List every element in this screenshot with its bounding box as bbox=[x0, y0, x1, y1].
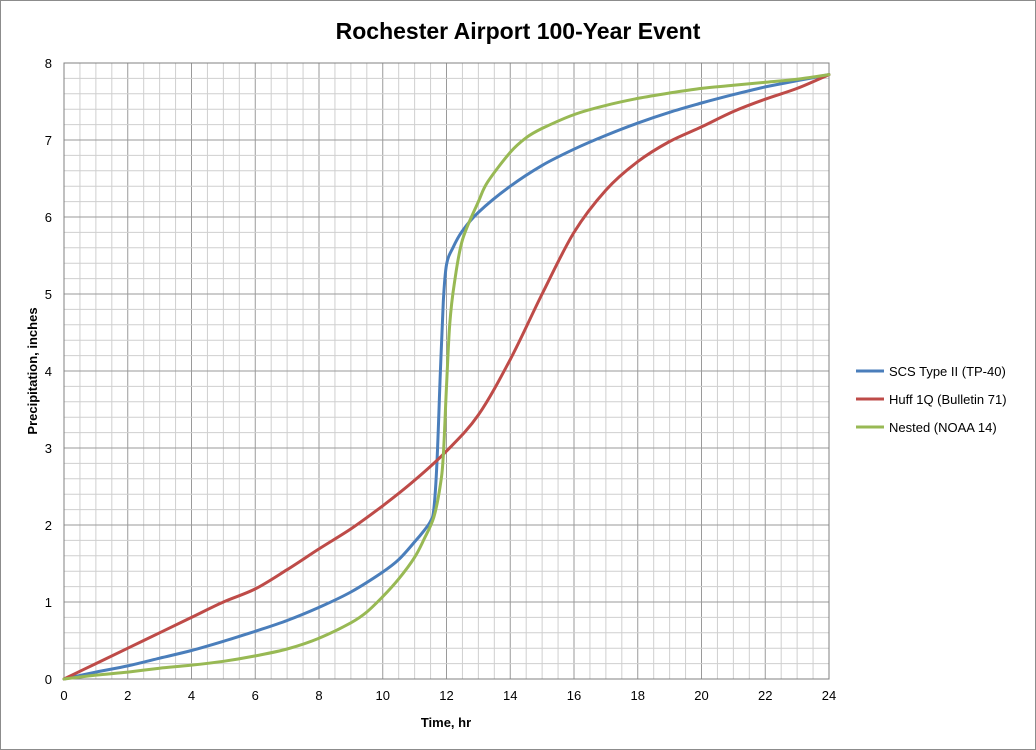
chart-title: Rochester Airport 100-Year Event bbox=[336, 18, 701, 44]
y-tick-label: 0 bbox=[45, 672, 52, 687]
series-line-scs-type-ii bbox=[62, 73, 831, 681]
x-tick-label: 16 bbox=[567, 688, 581, 703]
y-tick-label: 3 bbox=[45, 441, 52, 456]
x-tick-label: 8 bbox=[315, 688, 322, 703]
x-tick-label: 6 bbox=[252, 688, 259, 703]
series-line-nested-noaa14 bbox=[62, 73, 831, 681]
x-tick-label: 10 bbox=[376, 688, 390, 703]
x-tick-label: 2 bbox=[124, 688, 131, 703]
series-line-huff-1q bbox=[62, 73, 831, 681]
x-tick-label: 24 bbox=[822, 688, 836, 703]
x-tick-label: 0 bbox=[60, 688, 67, 703]
y-tick-label: 8 bbox=[45, 56, 52, 71]
legend-label-scs: SCS Type II (TP-40) bbox=[889, 364, 1006, 379]
x-tick-label: 14 bbox=[503, 688, 517, 703]
x-tick-label: 12 bbox=[439, 688, 453, 703]
y-tick-label: 1 bbox=[45, 595, 52, 610]
y-axis-label: Precipitation, inches bbox=[25, 307, 40, 434]
legend-label-huff: Huff 1Q (Bulletin 71) bbox=[889, 392, 1007, 407]
x-tick-label: 20 bbox=[694, 688, 708, 703]
y-tick-label: 6 bbox=[45, 210, 52, 225]
x-axis-label: Time, hr bbox=[421, 715, 471, 730]
y-tick-label: 4 bbox=[45, 364, 52, 379]
plot-area-border bbox=[63, 62, 830, 680]
y-tick-label: 2 bbox=[45, 518, 52, 533]
grid bbox=[64, 63, 829, 679]
legend-label-nested: Nested (NOAA 14) bbox=[889, 420, 997, 435]
y-tick-label: 5 bbox=[45, 287, 52, 302]
x-tick-label: 22 bbox=[758, 688, 772, 703]
series-lines bbox=[62, 73, 831, 681]
x-tick-label: 18 bbox=[631, 688, 645, 703]
x-tick-label: 4 bbox=[188, 688, 195, 703]
y-tick-label: 7 bbox=[45, 133, 52, 148]
legend: SCS Type II (TP-40) Huff 1Q (Bulletin 71… bbox=[856, 364, 1007, 435]
